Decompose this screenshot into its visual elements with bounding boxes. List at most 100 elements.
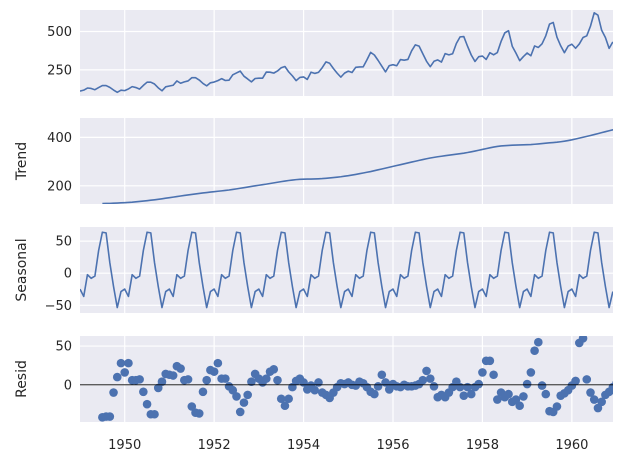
resid-point <box>418 375 428 385</box>
seasonal-panel: −50 0 50 Seasonal <box>14 227 613 314</box>
resid-point <box>455 382 465 392</box>
observed-series-line <box>80 11 613 94</box>
x-tick-label: 1956 <box>376 438 409 453</box>
resid-point <box>541 389 551 399</box>
resid-point <box>522 379 532 389</box>
resid-point <box>235 407 245 417</box>
resid-point <box>176 364 185 373</box>
resid-point <box>530 346 539 356</box>
trend-y-tick-label: 200 <box>47 179 72 194</box>
resid-point <box>273 375 282 385</box>
resid-point <box>232 392 241 401</box>
resid-point <box>612 380 613 386</box>
x-tick-label: 1960 <box>555 438 588 453</box>
resid-point <box>459 391 469 400</box>
resid-point <box>187 402 197 411</box>
resid-point <box>429 382 439 391</box>
resid-point <box>109 388 118 397</box>
resid-point <box>422 366 431 376</box>
seasonal-axis-label: Seasonal <box>14 238 30 301</box>
resid-point <box>228 385 238 395</box>
resid-point <box>247 377 256 387</box>
trend-axis-label: Trend <box>14 142 30 181</box>
resid-point <box>153 383 163 393</box>
resid-point <box>370 389 379 399</box>
resid-point <box>616 377 623 386</box>
x-tick-label: 1958 <box>466 438 499 453</box>
resid-point <box>537 381 547 390</box>
resid-point <box>515 401 524 411</box>
resid-point <box>589 395 599 404</box>
resid-y-tick-label: 0 <box>64 378 72 393</box>
x-tick-label: 1954 <box>287 438 320 453</box>
resid-point <box>485 356 495 366</box>
resid-point <box>511 395 521 404</box>
seasonal-y-tick-label: 50 <box>55 235 72 250</box>
resid-point <box>221 374 230 383</box>
resid-point <box>135 375 144 384</box>
resid-point <box>150 409 159 419</box>
resid-y-tick-label: 50 <box>55 340 72 355</box>
resid-point <box>124 358 133 368</box>
resid-point <box>593 403 603 413</box>
x-tick-label: 1952 <box>198 438 231 453</box>
resid-point <box>239 398 249 407</box>
resid-point <box>571 376 580 386</box>
resid-point <box>198 387 208 397</box>
resid-point <box>139 387 148 397</box>
seasonal-y-tick-label: −50 <box>45 299 72 314</box>
resid-point <box>377 370 387 380</box>
resid-point <box>586 388 595 397</box>
resid-point <box>552 402 562 411</box>
trend-plot-area <box>80 118 613 204</box>
resid-point <box>310 385 320 395</box>
resid-point <box>526 368 536 377</box>
resid-point <box>373 382 383 391</box>
resid-point <box>597 397 606 407</box>
resid-point <box>474 379 484 389</box>
seasonal-series-line <box>80 231 613 309</box>
seasonal-y-tick-label: 0 <box>64 267 72 282</box>
resid-point <box>213 358 223 368</box>
resid-point <box>478 368 487 377</box>
resid-point <box>519 392 528 401</box>
resid-panel: 0 50 Resid <box>14 336 623 422</box>
x-tick-label: 1950 <box>108 438 141 453</box>
resid-point <box>157 377 167 387</box>
resid-point <box>168 371 178 380</box>
resid-point <box>243 390 252 400</box>
resid-point <box>112 372 122 382</box>
observed-plot-area <box>80 10 613 96</box>
resid-point <box>493 395 502 404</box>
resid-point <box>582 375 592 384</box>
resid-point <box>280 401 290 411</box>
resid-point <box>262 374 271 383</box>
resid-point <box>269 365 279 374</box>
resid-point <box>578 336 588 343</box>
resid-point <box>504 389 513 399</box>
resid-point <box>194 409 204 418</box>
resid-point <box>276 394 286 404</box>
resid-point <box>466 389 476 399</box>
resid-point <box>425 374 435 383</box>
resid-point <box>489 370 498 380</box>
observed-panel: 250 500 <box>47 10 613 96</box>
resid-point <box>183 375 193 384</box>
resid-point <box>209 367 219 376</box>
resid-point <box>142 399 152 409</box>
trend-y-tick-label: 400 <box>47 131 72 146</box>
x-axis: 1950 1952 1954 1956 1958 1960 <box>108 438 588 453</box>
resid-axis-label: Resid <box>14 360 30 398</box>
resid-point <box>105 412 115 421</box>
trend-panel: 200 400 Trend <box>14 118 613 204</box>
trend-series-line <box>102 128 613 204</box>
resid-point <box>202 375 211 385</box>
resid-point <box>314 378 323 387</box>
resid-point <box>534 337 543 347</box>
resid-point <box>284 394 293 404</box>
observed-y-tick-label: 250 <box>47 63 72 78</box>
observed-y-tick-label: 500 <box>47 25 72 40</box>
resid-point <box>120 368 130 377</box>
resid-point <box>116 358 126 368</box>
